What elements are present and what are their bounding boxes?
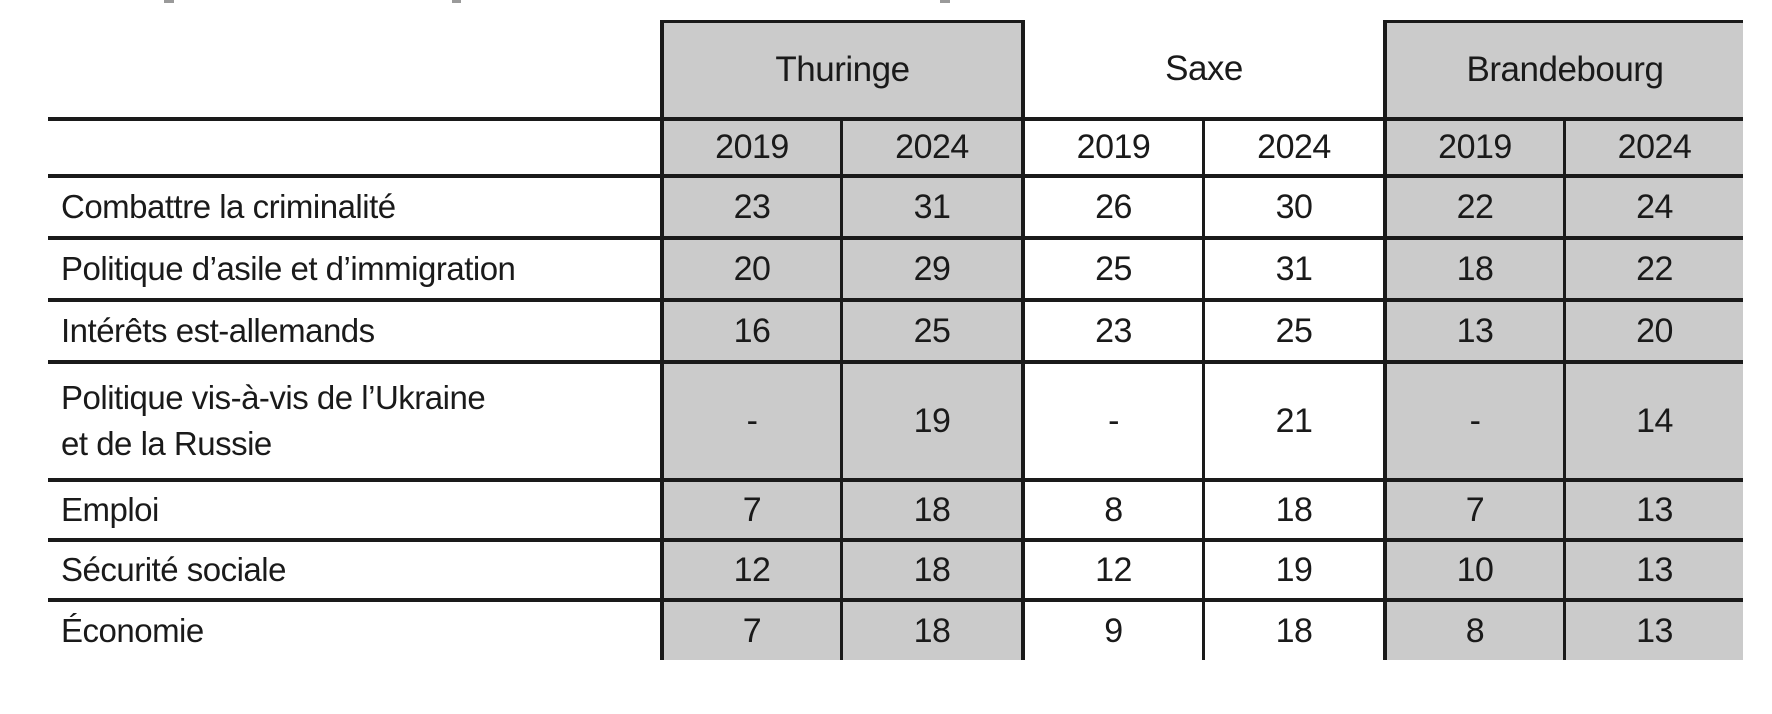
table-cell: 9 xyxy=(1021,598,1202,660)
year-header: 2024 xyxy=(1563,117,1743,174)
table-cell: 8 xyxy=(1021,478,1202,538)
table-cell: 22 xyxy=(1383,174,1563,236)
column-group-brandebourg: Brandebourg xyxy=(1383,20,1743,117)
table-cell: 25 xyxy=(840,298,1021,360)
table-cell: - xyxy=(1383,360,1563,478)
table-cell: 10 xyxy=(1383,538,1563,598)
table-cell: 18 xyxy=(1202,478,1383,538)
priority-issues-table: Thuringe Saxe Brandebourg 2019 2024 2019… xyxy=(48,20,1743,660)
row-label: Politique d’asile et d’immigration xyxy=(48,236,660,298)
row-label: Politique vis-à-vis de l’Ukraine et de l… xyxy=(48,360,660,478)
table-cell: 29 xyxy=(840,236,1021,298)
table-cell: 18 xyxy=(840,538,1021,598)
cropped-text-artifact xyxy=(164,0,174,3)
row-label: Combattre la criminalité xyxy=(48,174,660,236)
cropped-text-artifact xyxy=(452,0,461,3)
row-label: Emploi xyxy=(48,478,660,538)
row-label: Intérêts est-allemands xyxy=(48,298,660,360)
table-cell: 12 xyxy=(660,538,840,598)
table-cell: 13 xyxy=(1563,598,1743,660)
table-cell: 14 xyxy=(1563,360,1743,478)
year-header: 2024 xyxy=(840,117,1021,174)
table-cell: 16 xyxy=(660,298,840,360)
table-cell: 26 xyxy=(1021,174,1202,236)
table-cell: 19 xyxy=(1202,538,1383,598)
table-cell: 23 xyxy=(660,174,840,236)
table-cell: 20 xyxy=(1563,298,1743,360)
table-cell: 19 xyxy=(840,360,1021,478)
table-cell: 7 xyxy=(1383,478,1563,538)
column-group-saxe: Saxe xyxy=(1021,20,1383,117)
table-cell: - xyxy=(1021,360,1202,478)
table-cell: 23 xyxy=(1021,298,1202,360)
table-cell: 13 xyxy=(1563,478,1743,538)
table-cell: 7 xyxy=(660,478,840,538)
year-header: 2019 xyxy=(1021,117,1202,174)
table-cell: 31 xyxy=(1202,236,1383,298)
table-cell: 31 xyxy=(840,174,1021,236)
table-cell: 13 xyxy=(1563,538,1743,598)
year-header: 2019 xyxy=(660,117,840,174)
table-cell: 12 xyxy=(1021,538,1202,598)
table-cell: 25 xyxy=(1202,298,1383,360)
table-cell: 24 xyxy=(1563,174,1743,236)
table-cell: 21 xyxy=(1202,360,1383,478)
table-cell: 20 xyxy=(660,236,840,298)
years-row-label-cell xyxy=(48,117,660,174)
table-cell: 25 xyxy=(1021,236,1202,298)
table-cell: 7 xyxy=(660,598,840,660)
table-cell: 8 xyxy=(1383,598,1563,660)
cropped-text-artifact xyxy=(940,0,950,3)
table-cell: 18 xyxy=(840,598,1021,660)
row-label: Économie xyxy=(48,598,660,660)
table-cell: - xyxy=(660,360,840,478)
table-cell: 18 xyxy=(1383,236,1563,298)
table-cell: 22 xyxy=(1563,236,1743,298)
table-cell: 13 xyxy=(1383,298,1563,360)
table-cell: 18 xyxy=(840,478,1021,538)
year-header: 2019 xyxy=(1383,117,1563,174)
year-header: 2024 xyxy=(1202,117,1383,174)
row-label: Sécurité sociale xyxy=(48,538,660,598)
table-cell: 30 xyxy=(1202,174,1383,236)
corner-cell xyxy=(48,20,660,117)
column-group-thuringe: Thuringe xyxy=(660,20,1021,117)
table-cell: 18 xyxy=(1202,598,1383,660)
